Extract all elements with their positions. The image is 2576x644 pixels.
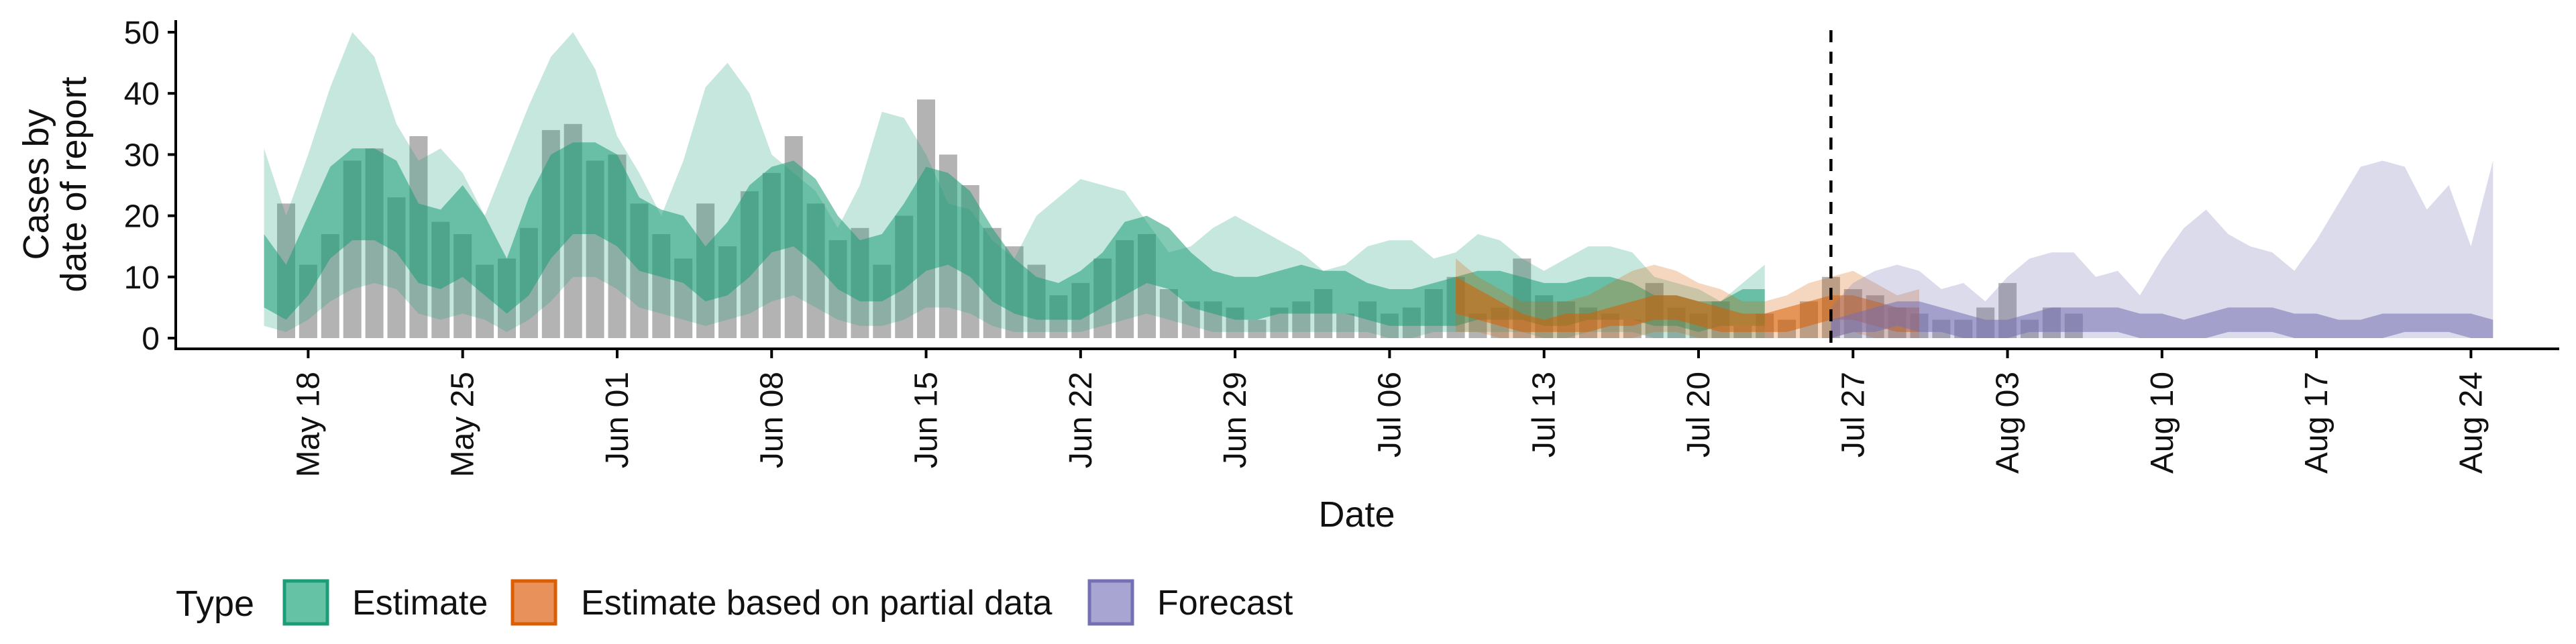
x-tick-label-0: May 18 bbox=[290, 372, 326, 477]
legend: Type Estimate Estimate based on partial d… bbox=[176, 579, 1293, 626]
y-tick-label-50: 50 bbox=[124, 15, 160, 51]
x-tick-label-13: Aug 17 bbox=[2299, 372, 2334, 474]
x-tick-label-12: Aug 10 bbox=[2145, 372, 2180, 474]
y-axis-label-line-1: Cases by bbox=[16, 109, 56, 260]
x-tick-label-3: Jun 08 bbox=[754, 372, 790, 468]
y-tick-label-30: 30 bbox=[124, 138, 160, 173]
x-axis-label: Date bbox=[1318, 494, 1395, 535]
bar-48 bbox=[1336, 313, 1355, 338]
x-tick-label-4: Jun 15 bbox=[909, 372, 945, 468]
x-tick-label-8: Jul 13 bbox=[1527, 372, 1562, 458]
x-tick-label-7: Jul 06 bbox=[1372, 372, 1407, 458]
legend-key-1 bbox=[511, 579, 557, 626]
x-tick-label-5: Jun 22 bbox=[1063, 372, 1099, 468]
y-tick-label-10: 10 bbox=[124, 260, 160, 296]
x-tick-label-2: Jun 01 bbox=[600, 372, 635, 468]
legend-label-1: Estimate based on partial data bbox=[581, 584, 1053, 623]
legend-label-2: Forecast bbox=[1157, 584, 1293, 623]
y-tick-label-20: 20 bbox=[124, 199, 160, 235]
y-tick-label-40: 40 bbox=[124, 76, 160, 112]
x-tick-label-6: Jun 29 bbox=[1218, 372, 1253, 468]
y-axis-label-line-2: date of report bbox=[54, 76, 94, 292]
x-tick-label-11: Aug 03 bbox=[1990, 372, 2026, 474]
x-tick-label-10: Jul 27 bbox=[1835, 372, 1871, 458]
y-axis-ticks: 0 10 20 30 40 50 bbox=[124, 15, 176, 357]
x-tick-label-1: May 25 bbox=[445, 372, 481, 477]
estimate-based-on-partial-data-inner-band bbox=[1456, 276, 1919, 332]
x-tick-label-14: Aug 24 bbox=[2453, 372, 2489, 474]
x-axis-ticks: May 18 May 25 Jun 01 Jun 08 Jun 15 Jun 22 Jun … bbox=[290, 349, 2489, 477]
legend-label-0: Estimate bbox=[352, 584, 488, 623]
legend-title: Type bbox=[176, 584, 254, 624]
bar-40 bbox=[1159, 289, 1178, 338]
bar-44 bbox=[1248, 319, 1267, 338]
legend-key-2 bbox=[1087, 579, 1134, 626]
forecast-outer-band bbox=[1831, 160, 2493, 338]
x-tick-label-9: Jul 20 bbox=[1681, 372, 1717, 458]
forecast-inner-band bbox=[1831, 301, 2493, 338]
y-tick-label-0: 0 bbox=[142, 321, 160, 357]
bands-layer bbox=[264, 32, 2493, 338]
legend-key-0 bbox=[282, 579, 329, 626]
